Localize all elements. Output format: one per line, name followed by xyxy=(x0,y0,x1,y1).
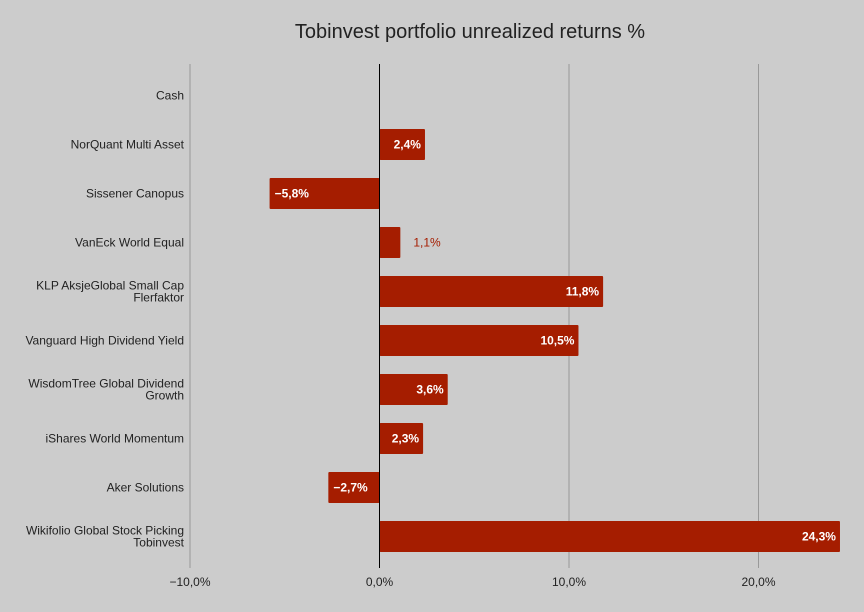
category-label: Sissener Canopus xyxy=(86,187,184,201)
gridlines xyxy=(189,64,759,568)
data-label: −2,7% xyxy=(333,481,368,495)
bar xyxy=(269,178,380,209)
data-label: 24,3% xyxy=(802,530,836,544)
category-label: WisdomTree Global Dividend Growth xyxy=(28,377,184,403)
bar xyxy=(379,423,424,454)
x-tick-label: 10,0% xyxy=(552,575,586,589)
category-label: NorQuant Multi Asset xyxy=(71,138,185,152)
bar xyxy=(379,374,448,405)
data-label: 3,6% xyxy=(416,383,444,397)
x-tick-label: 20,0% xyxy=(741,575,775,589)
bar xyxy=(379,325,579,356)
bar xyxy=(379,276,604,307)
x-tick-label: −10,0% xyxy=(169,575,210,589)
bar xyxy=(379,227,401,258)
data-label: 1,1% xyxy=(413,236,441,250)
category-label: Aker Solutions xyxy=(107,481,184,495)
x-axis-ticks: −10,0% 0,0% 10,0% 20,0% xyxy=(169,575,775,589)
x-tick-label: 0,0% xyxy=(366,575,394,589)
category-labels: Cash NorQuant Multi Asset Sissener Canopus… xyxy=(25,89,184,550)
category-label: Cash xyxy=(156,89,184,103)
category-label: iShares World Momentum xyxy=(46,432,185,446)
bar xyxy=(379,521,840,552)
category-label: Vanguard High Dividend Yield xyxy=(25,334,184,348)
data-label: −5,8% xyxy=(275,187,310,201)
category-label: VanEck World Equal xyxy=(75,236,184,250)
data-labels: 2,4% −5,8% 1,1% 11,8% 10,5% 3,6% 2,3% −2,7% 24,3… xyxy=(275,138,837,544)
category-label: KLP AksjeGlobal Small Cap Flerfaktor xyxy=(36,279,184,305)
category-label: Wikifolio Global Stock Picking Tobinvest xyxy=(26,524,185,550)
data-label: 11,8% xyxy=(566,285,600,299)
bar xyxy=(379,129,425,160)
bars xyxy=(269,129,840,552)
chart-title: Tobinvest portfolio unrealized returns % xyxy=(295,21,645,43)
data-label: 2,4% xyxy=(394,138,422,152)
data-label: 2,3% xyxy=(392,432,420,446)
bar xyxy=(328,472,380,503)
data-label: 10,5% xyxy=(540,334,574,348)
